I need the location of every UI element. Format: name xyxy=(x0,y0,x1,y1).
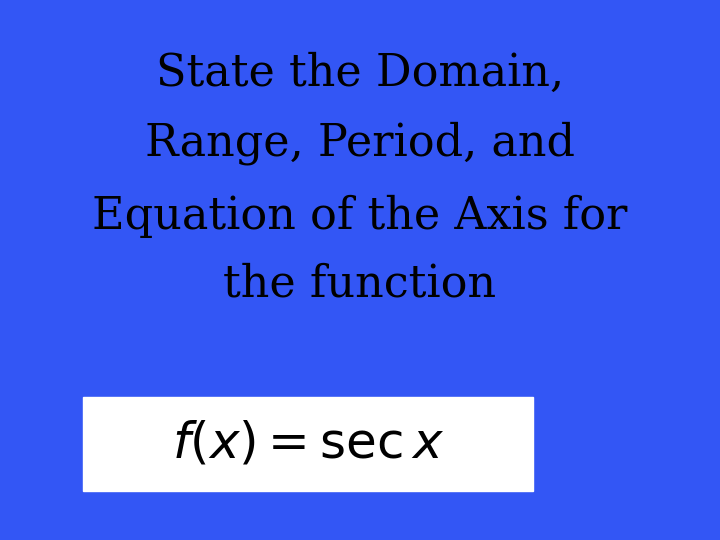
Text: Equation of the Axis for: Equation of the Axis for xyxy=(92,194,628,238)
Text: Range, Period, and: Range, Period, and xyxy=(145,122,575,165)
Text: the function: the function xyxy=(223,262,497,305)
FancyBboxPatch shape xyxy=(83,397,533,491)
Text: State the Domain,: State the Domain, xyxy=(156,51,564,94)
Text: $f(x) = \sec x$: $f(x) = \sec x$ xyxy=(172,420,444,469)
